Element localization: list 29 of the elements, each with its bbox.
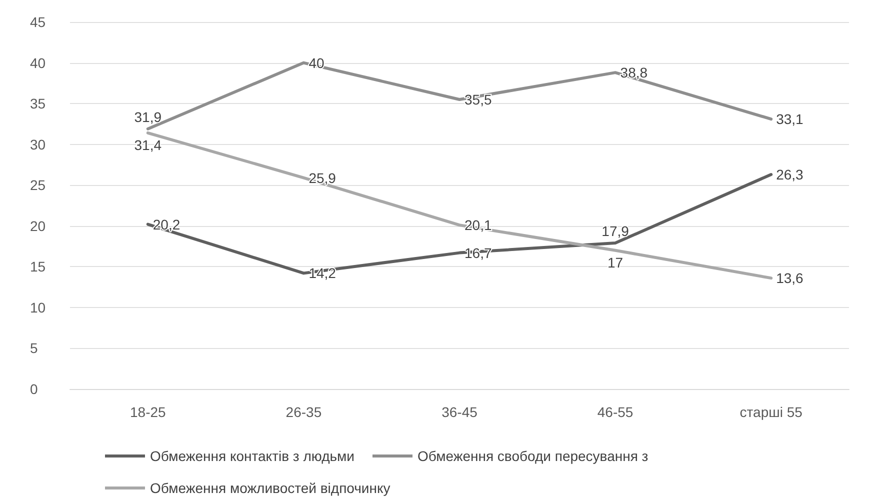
data-label: 17	[608, 254, 624, 270]
data-label: 20,1	[464, 217, 492, 234]
y-tick-label: 35	[30, 96, 46, 112]
data-label: 31,9	[134, 108, 162, 125]
data-label: 20,2	[152, 216, 180, 232]
x-tick-label: 18-25	[130, 404, 166, 420]
x-tick-label: старші 55	[740, 404, 803, 420]
data-label: 31,4	[134, 136, 162, 153]
y-tick-label: 15	[30, 258, 46, 275]
y-tick-label: 20	[30, 218, 46, 234]
y-tick-label: 5	[30, 340, 38, 356]
data-label: 38,8	[620, 64, 648, 81]
y-tick-label: 0	[30, 381, 38, 397]
data-label: 25,9	[308, 170, 336, 186]
legend-label: Обмеження контактів з людьми	[150, 448, 354, 464]
y-tick-label: 40	[30, 54, 46, 71]
y-tick-label: 30	[30, 136, 46, 152]
legend-label: Обмеження свободи пересування з	[417, 448, 648, 464]
y-tick-label: 25	[30, 177, 46, 194]
x-tick-label: 46-55	[597, 404, 634, 420]
data-label: 17,9	[602, 223, 630, 240]
legend-label: Обмеження можливостей відпочинку	[150, 480, 390, 496]
data-label: 13,6	[776, 270, 804, 286]
y-tick-label: 10	[30, 299, 46, 316]
data-label: 26,3	[776, 166, 804, 183]
x-tick-label: 26-35	[286, 404, 322, 420]
x-tick-label: 36-45	[442, 404, 478, 420]
y-tick-label: 45	[30, 14, 46, 30]
data-label: 33,1	[776, 111, 804, 128]
